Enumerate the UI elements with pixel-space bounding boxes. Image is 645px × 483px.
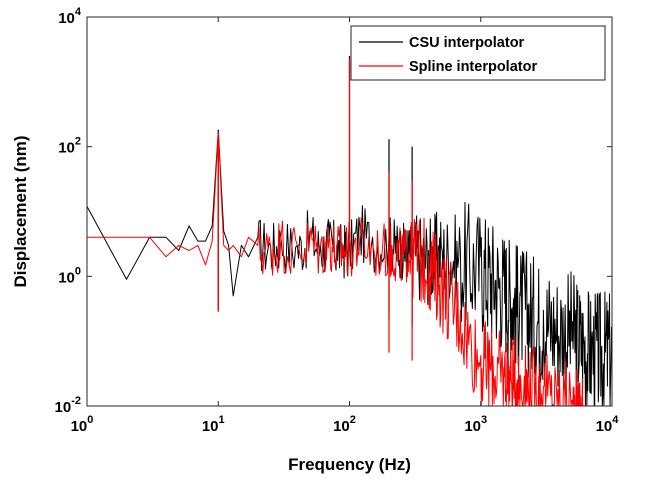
series-line-1 — [87, 131, 584, 407]
ticks-layer — [86, 16, 613, 407]
legend-box — [350, 25, 606, 81]
y-tick-label-2: 102 — [58, 136, 81, 157]
y-tick-label-3: 104 — [58, 6, 82, 27]
legend: CSU interpolator Spline interpolator — [350, 25, 606, 81]
x-tick-label-2: 102 — [333, 414, 356, 435]
y-tick-label-0: 10-2 — [55, 395, 81, 416]
x-tick-label-4: 104 — [596, 414, 620, 435]
x-axis-label: Frequency (Hz) — [288, 455, 411, 474]
series-1-group — [87, 58, 584, 407]
x-tick-label-1: 101 — [202, 414, 225, 435]
legend-label-1: Spline interpolator — [409, 59, 537, 75]
series-layer — [86, 56, 613, 407]
x-tick-label-0: 100 — [71, 414, 94, 435]
y-tick-label-1: 100 — [58, 265, 81, 286]
y-axis-label: Displacement (nm) — [11, 135, 30, 287]
legend-label-0: CSU interpolator — [409, 35, 525, 51]
x-tick-label-3: 103 — [464, 414, 487, 435]
